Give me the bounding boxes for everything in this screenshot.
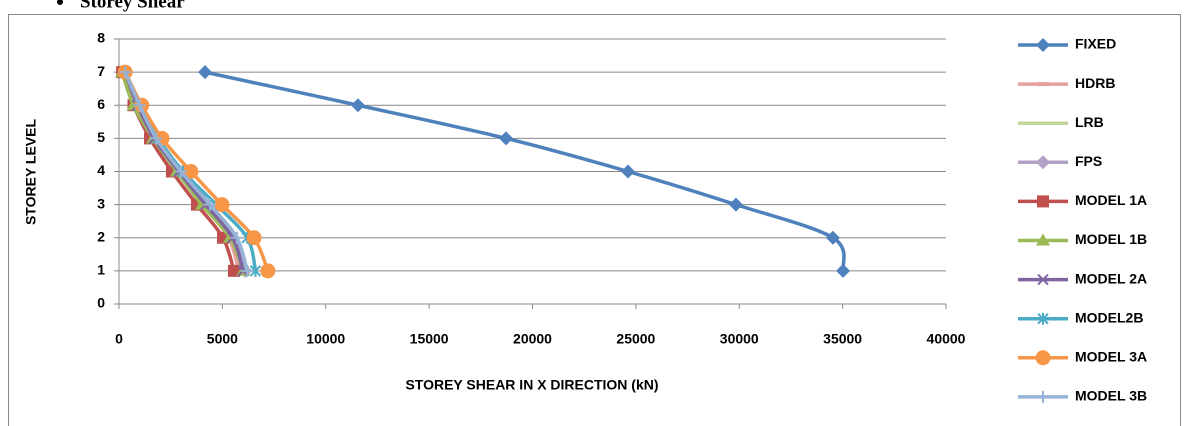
legend-label: HDRB [1075,75,1115,91]
legend-label: FIXED [1075,36,1116,52]
legend-marker [1037,390,1049,403]
marker [150,132,163,145]
marker [621,164,636,179]
x-tick-label: 20000 [513,331,552,347]
x-axis-label: STOREY SHEAR IN X DIRECTION (kN) [405,377,658,393]
marker [119,66,132,79]
marker [241,264,254,277]
legend-marker [1036,155,1050,170]
series-line [204,70,846,272]
marker [499,131,514,146]
x-tick-label: 15000 [410,331,449,347]
marker [133,99,146,112]
y-tick-label: 4 [97,162,105,178]
marker [351,98,366,113]
marker [728,197,743,212]
marker [230,231,243,244]
legend-marker [1037,312,1049,325]
y-tick-label: 1 [97,262,105,278]
marker [203,198,216,211]
marker [227,264,240,277]
marker [246,230,262,246]
y-tick-label: 2 [97,228,105,244]
x-tick-label: 35000 [823,331,862,347]
x-tick-label: 5000 [207,331,238,347]
legend-marker [1037,82,1049,87]
marker [198,65,213,80]
marker [825,230,840,245]
legend-marker [1037,273,1049,286]
marker [183,164,199,179]
legend-label: MODEL 1A [1075,192,1147,208]
marker [836,263,851,278]
legend-label: MODEL 3B [1075,388,1147,404]
y-tick-label: 5 [97,129,105,145]
y-tick-label: 8 [97,30,105,46]
legend-label: LRB [1075,114,1104,130]
x-tick-label: 0 [115,331,123,347]
y-axis-label: STOREY LEVEL [23,119,39,226]
chart-title: Storey Shear [80,0,185,12]
y-tick-label: 6 [97,96,105,112]
marker [249,264,262,277]
y-tick-label: 0 [97,295,105,311]
legend-label: MODEL 2A [1075,270,1147,286]
x-tick-label: 10000 [306,331,345,347]
x-tick-label: 30000 [720,331,759,347]
legend-label: MODEL 1B [1075,231,1147,247]
marker [175,165,188,178]
legend-marker [1036,38,1050,52]
bullet [57,0,63,5]
legend-label: MODEL2B [1075,309,1143,325]
y-tick-label: 7 [97,63,105,79]
legend-marker [1035,350,1051,366]
x-tick-label: 25000 [616,331,655,347]
marker [214,197,230,213]
y-tick-label: 3 [97,195,105,211]
legend-marker [1037,195,1049,208]
x-tick-label: 40000 [927,331,966,347]
legend-label: FPS [1075,153,1102,169]
chart-frame [8,14,1181,426]
marker [260,263,276,279]
legend-label: MODEL 3A [1075,349,1147,365]
legend-marker [1036,233,1050,246]
